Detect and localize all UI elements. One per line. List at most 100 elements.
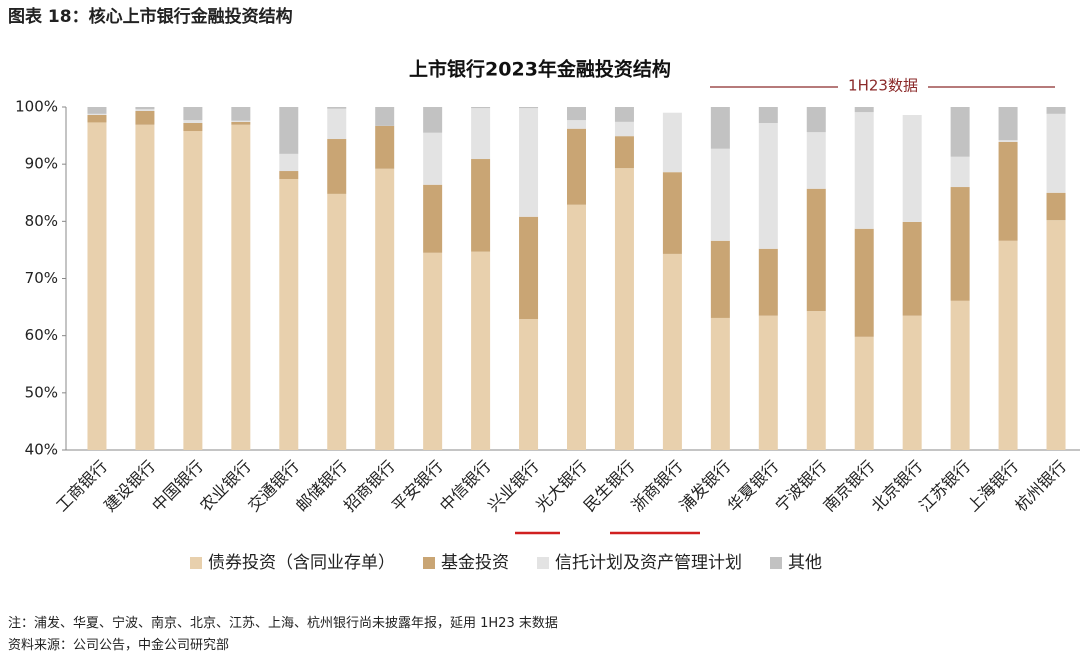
bar-segment [854, 112, 874, 229]
bar-segment [423, 252, 443, 450]
bar-segment [183, 120, 203, 124]
x-tick-label: 民生银行 [580, 457, 639, 516]
chart: 上市银行2023年金融投资结构 1H23数据 40% 50% 60% 70% 80% 90… [15, 58, 1080, 573]
x-tick-label: 杭州银行 [1011, 457, 1070, 516]
bar-segment [662, 253, 682, 450]
bar-segment [87, 113, 107, 116]
legend-label: 基金投资 [441, 553, 509, 573]
bar-segment [471, 107, 491, 109]
bar-segment [279, 153, 299, 172]
bar-segment [423, 184, 443, 253]
bar-segment [806, 107, 826, 133]
bar-segment [950, 107, 970, 157]
bar-segment [423, 132, 443, 185]
bar-segment [471, 108, 491, 160]
bar-segment [231, 124, 251, 450]
x-tick-label: 邮储银行 [292, 457, 351, 516]
legend-swatch [537, 557, 549, 569]
bar-segment [1046, 107, 1066, 114]
bar-segment [519, 108, 539, 217]
bar-segment [902, 221, 922, 316]
legend-label: 其他 [788, 553, 822, 573]
bar-segment [614, 168, 634, 450]
bar-segment [614, 136, 634, 169]
bar-segment [758, 107, 778, 124]
bar-segment [567, 128, 586, 205]
bar-segment [902, 115, 922, 222]
bar-segment [327, 108, 347, 140]
legend-swatch [190, 557, 202, 569]
y-tick-label: 70% [25, 269, 58, 287]
bar-segment [567, 107, 586, 121]
bar-segment [375, 107, 395, 126]
bar-segment [567, 204, 586, 450]
x-tick-label: 上海银行 [963, 457, 1022, 516]
bar-segment [327, 139, 347, 194]
bar-segment [87, 107, 107, 114]
bar-segment [854, 228, 874, 337]
annotation-bg [838, 76, 928, 96]
x-tick-label: 中信银行 [436, 457, 495, 516]
bar-segment [183, 131, 203, 450]
y-tick-label: 90% [25, 155, 58, 173]
bar-segment [135, 109, 155, 112]
x-tick-label: 宁波银行 [772, 457, 831, 516]
bar-segment [854, 107, 874, 113]
x-tick-label: 中国银行 [148, 457, 207, 516]
legend-swatch [423, 557, 435, 569]
bar-segment [950, 156, 970, 188]
bar-segment [902, 315, 922, 450]
bar-segment [375, 168, 395, 451]
bar-segment [471, 251, 491, 450]
bar-segment [87, 122, 107, 450]
annotation: 1H23数据 [848, 77, 918, 95]
bar-segment [758, 315, 778, 450]
bar-segment [806, 311, 826, 450]
y-tick-label: 80% [25, 212, 58, 230]
x-tick-label: 浦发银行 [676, 457, 735, 516]
bar-segment [998, 141, 1018, 241]
x-tick-label: 光大银行 [532, 457, 591, 516]
bar-segment [567, 120, 586, 129]
bar-segment [471, 159, 491, 252]
bar-segment [375, 125, 395, 169]
bar-segment [1046, 220, 1066, 450]
bar-segment [950, 187, 970, 301]
chart-title: 上市银行2023年金融投资结构 [409, 58, 671, 81]
x-tick-label: 平安银行 [388, 457, 447, 516]
legend-swatch [770, 557, 782, 569]
bar-segment [519, 216, 539, 320]
bar-segment [183, 123, 203, 132]
bar-segment [614, 107, 634, 122]
bar-segment [423, 107, 443, 133]
bar-segment [279, 179, 299, 450]
bar-segment [950, 300, 970, 450]
bar-segment [710, 107, 730, 149]
bar-segment [519, 107, 539, 109]
x-tick-label: 交通银行 [244, 457, 303, 516]
x-tick-label: 农业银行 [196, 457, 255, 516]
bar-segment [998, 140, 1018, 142]
bar-segment [614, 121, 634, 137]
y-tick-label: 100% [15, 98, 58, 116]
bar-segment [1046, 113, 1066, 193]
x-tick-label: 江苏银行 [915, 457, 974, 516]
bar-segment [231, 121, 251, 125]
x-tick-label: 华夏银行 [724, 457, 783, 516]
bar-segment [327, 193, 347, 451]
bar-segment [519, 319, 539, 450]
legend-label: 债券投资（含同业存单） [208, 553, 395, 573]
bar-segment [854, 336, 874, 450]
y-tick-label: 50% [25, 383, 58, 401]
x-tick-label: 南京银行 [820, 457, 879, 516]
bar-segment [710, 148, 730, 241]
bar-segment [135, 107, 155, 110]
x-tick-label: 兴业银行 [484, 457, 543, 516]
x-tick-label: 工商银行 [52, 457, 111, 516]
x-tick-label: 招商银行 [340, 457, 399, 516]
bar-segment [327, 107, 347, 109]
note: 注：浦发、华夏、宁波、南京、北京、江苏、上海、杭州银行尚未披露年报，延用 1H2… [8, 616, 558, 631]
x-tick-label: 浙商银行 [628, 457, 687, 516]
y-tick-label: 60% [25, 326, 58, 344]
source: 资料来源：公司公告，中金公司研究部 [8, 638, 230, 653]
